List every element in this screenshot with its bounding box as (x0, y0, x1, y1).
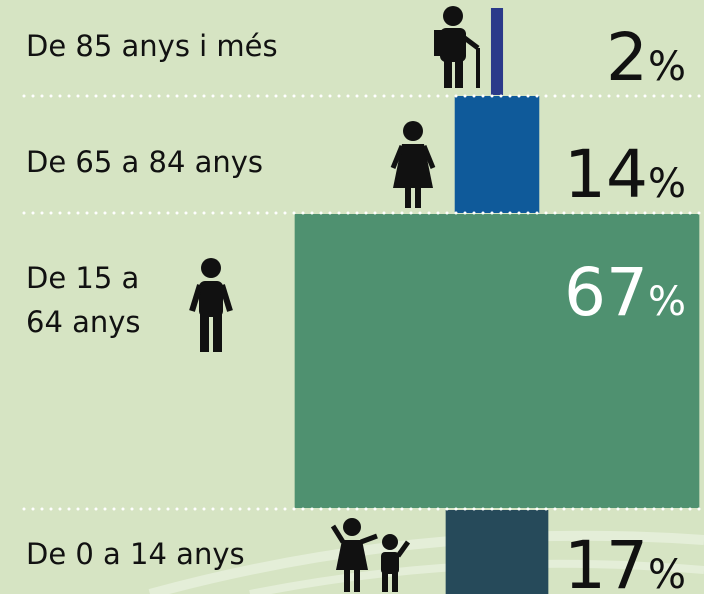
adult-icon (189, 258, 233, 352)
value-label: 14% (564, 136, 686, 213)
value-label: 17% (564, 527, 686, 594)
icons (189, 6, 480, 592)
adult-woman-icon (390, 121, 436, 208)
value-label: 2% (606, 19, 686, 96)
value-label: 67% (564, 254, 686, 331)
category-label: De 0 a 14 anys (26, 537, 245, 571)
bar (294, 214, 700, 508)
elder-icon (434, 6, 480, 88)
decor-arc (148, 530, 704, 594)
bar (445, 510, 549, 594)
bar (454, 96, 540, 213)
category-label: De 85 anys i més (26, 29, 278, 63)
bar (490, 8, 504, 95)
category-label: De 65 a 84 anys (26, 145, 264, 179)
children-icon (330, 518, 411, 592)
category-label: De 15 a 64 anys (26, 261, 141, 339)
